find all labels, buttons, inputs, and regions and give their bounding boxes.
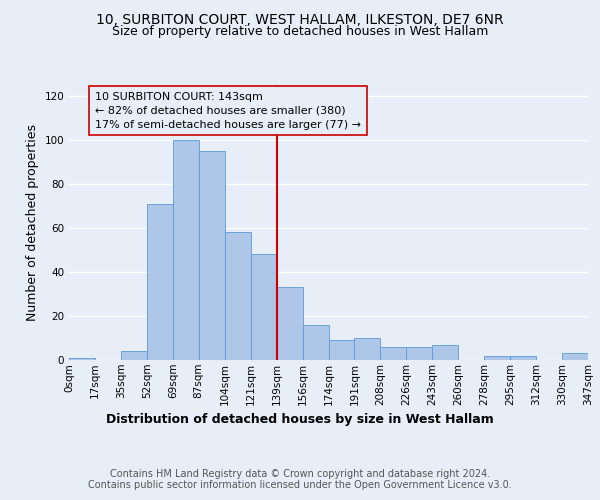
- Text: Contains HM Land Registry data © Crown copyright and database right 2024.: Contains HM Land Registry data © Crown c…: [110, 469, 490, 479]
- Bar: [277, 288, 302, 360]
- Text: Contains public sector information licensed under the Open Government Licence v3: Contains public sector information licen…: [88, 480, 512, 490]
- Bar: [355, 338, 380, 360]
- Text: 10 SURBITON COURT: 143sqm
← 82% of detached houses are smaller (380)
17% of semi: 10 SURBITON COURT: 143sqm ← 82% of detac…: [95, 92, 361, 130]
- Bar: [199, 151, 224, 360]
- Bar: [251, 254, 277, 360]
- Bar: [484, 356, 510, 360]
- Text: 10, SURBITON COURT, WEST HALLAM, ILKESTON, DE7 6NR: 10, SURBITON COURT, WEST HALLAM, ILKESTO…: [96, 12, 504, 26]
- Text: Distribution of detached houses by size in West Hallam: Distribution of detached houses by size …: [106, 412, 494, 426]
- Bar: [302, 325, 329, 360]
- Bar: [406, 347, 432, 360]
- Bar: [121, 351, 147, 360]
- Text: Size of property relative to detached houses in West Hallam: Size of property relative to detached ho…: [112, 25, 488, 38]
- Bar: [69, 358, 95, 360]
- Bar: [147, 204, 173, 360]
- Bar: [173, 140, 199, 360]
- Bar: [433, 344, 458, 360]
- Bar: [329, 340, 355, 360]
- Bar: [380, 347, 406, 360]
- Bar: [510, 356, 536, 360]
- Y-axis label: Number of detached properties: Number of detached properties: [26, 124, 39, 321]
- Bar: [562, 354, 588, 360]
- Bar: [225, 232, 251, 360]
